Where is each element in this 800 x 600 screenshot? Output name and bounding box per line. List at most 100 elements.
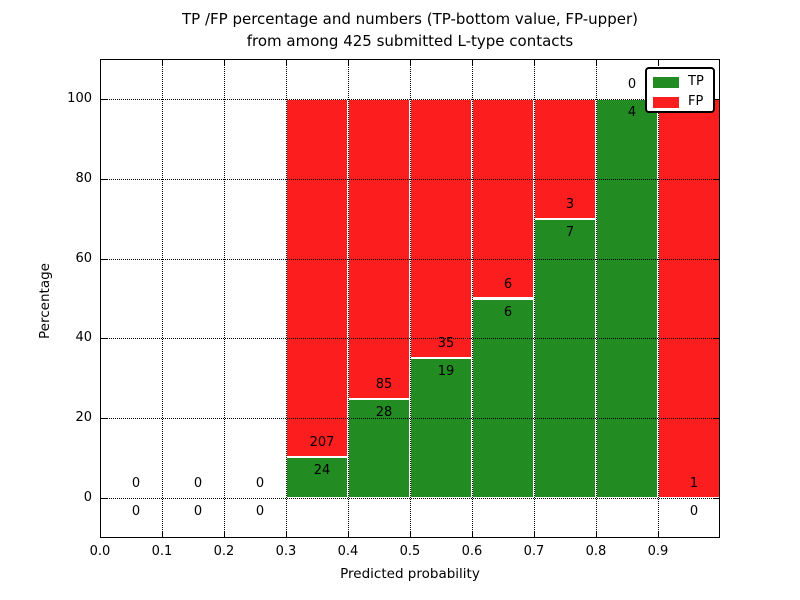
y-tick-right bbox=[713, 338, 720, 340]
bar-segment-fp bbox=[410, 98, 472, 358]
y-tick-label: 0 bbox=[83, 490, 92, 506]
x-tick-top bbox=[224, 59, 225, 66]
gridline-vertical bbox=[658, 59, 659, 538]
y-axis-label: Percentage bbox=[37, 263, 53, 339]
bar-count-label-fp: 0 bbox=[255, 476, 265, 492]
bar-count-label-tp: 0 bbox=[689, 504, 699, 520]
bar-count-label-fp: 85 bbox=[375, 377, 393, 393]
y-tick-label: 80 bbox=[75, 170, 92, 186]
y-tick-left bbox=[100, 338, 107, 340]
y-tick-label: 40 bbox=[75, 330, 92, 346]
legend-label: TP bbox=[688, 74, 704, 89]
x-tick-bottom bbox=[286, 531, 287, 538]
bar-count-label-fp: 1 bbox=[689, 476, 699, 492]
y-tick-label: 20 bbox=[75, 410, 92, 426]
legend-label: FP bbox=[688, 94, 704, 109]
bar-segment-fp bbox=[534, 98, 596, 219]
chart-title: TP /FP percentage and numbers (TP-bottom… bbox=[110, 8, 710, 52]
bar-count-label-tp: 0 bbox=[193, 504, 203, 520]
y-tick-left bbox=[100, 98, 107, 100]
bar-segment-fp bbox=[658, 98, 720, 499]
bar-count-label-tp: 4 bbox=[627, 104, 637, 120]
bar-count-label-tp: 0 bbox=[255, 504, 265, 520]
x-tick-label: 0.5 bbox=[399, 544, 421, 559]
y-tick-right bbox=[713, 418, 720, 420]
y-tick-left bbox=[100, 258, 107, 260]
bar-count-label-tp: 19 bbox=[437, 363, 455, 379]
x-tick-top bbox=[534, 59, 535, 66]
bar-count-label-fp: 0 bbox=[193, 476, 203, 492]
x-tick-bottom bbox=[410, 531, 411, 538]
bar-count-label-tp: 7 bbox=[565, 224, 575, 240]
x-tick-label: 0.8 bbox=[585, 544, 607, 559]
x-axis-label: Predicted probability bbox=[340, 566, 480, 582]
gridline-vertical bbox=[472, 59, 473, 538]
bar-segment-fp bbox=[348, 98, 410, 400]
x-tick-bottom bbox=[224, 531, 225, 538]
x-tick-bottom bbox=[534, 531, 535, 538]
legend-row: TP bbox=[653, 74, 707, 90]
x-tick-top bbox=[286, 59, 287, 66]
bar-count-label-fp: 3 bbox=[565, 196, 575, 212]
x-tick-bottom bbox=[658, 531, 659, 538]
bar-count-label-fp: 35 bbox=[437, 335, 455, 351]
bar-segment-tp bbox=[534, 218, 596, 499]
gridline-vertical bbox=[224, 59, 225, 538]
gridline-vertical bbox=[410, 59, 411, 538]
gridline-vertical bbox=[286, 59, 287, 538]
x-tick-label: 0.6 bbox=[461, 544, 483, 559]
bar-segment-fp bbox=[286, 98, 348, 457]
x-tick-top bbox=[596, 59, 597, 66]
bar-segment-fp bbox=[472, 98, 534, 299]
bar-segment-tp bbox=[286, 456, 348, 499]
x-tick-label: 0.3 bbox=[275, 544, 297, 559]
x-tick-top bbox=[472, 59, 473, 66]
bar-count-label-tp: 6 bbox=[503, 304, 513, 320]
legend-row: FP bbox=[653, 94, 707, 110]
x-tick-top bbox=[162, 59, 163, 66]
bar-count-label-tp: 28 bbox=[375, 405, 393, 421]
y-tick-left bbox=[100, 178, 107, 180]
gridline-vertical bbox=[596, 59, 597, 538]
gridline-vertical bbox=[348, 59, 349, 538]
legend-swatch-icon bbox=[653, 76, 679, 88]
x-tick-bottom bbox=[162, 531, 163, 538]
x-tick-top bbox=[658, 59, 659, 66]
bar-count-label-tp: 24 bbox=[313, 462, 331, 478]
y-tick-right bbox=[713, 258, 720, 260]
legend-swatch-icon bbox=[653, 96, 679, 108]
x-tick-label: 0.0 bbox=[89, 544, 111, 559]
y-tick-right bbox=[713, 498, 720, 500]
x-tick-label: 0.7 bbox=[523, 544, 545, 559]
gridline-vertical bbox=[162, 59, 163, 538]
chart-title-line1: TP /FP percentage and numbers (TP-bottom… bbox=[182, 10, 638, 28]
bar-segment-tp bbox=[472, 298, 534, 499]
bar-count-label-fp: 6 bbox=[503, 276, 513, 292]
bar-count-label-fp: 207 bbox=[309, 434, 335, 450]
x-tick-top bbox=[100, 59, 101, 66]
x-tick-label: 0.9 bbox=[647, 544, 669, 559]
x-tick-label: 0.1 bbox=[151, 544, 173, 559]
x-tick-top bbox=[410, 59, 411, 66]
chart-title-line2: from among 425 submitted L-type contacts bbox=[246, 32, 574, 50]
bar-count-label-fp: 0 bbox=[131, 476, 141, 492]
y-tick-right bbox=[713, 98, 720, 100]
y-tick-label: 60 bbox=[75, 250, 92, 266]
y-tick-left bbox=[100, 418, 107, 420]
x-tick-bottom bbox=[348, 531, 349, 538]
bar-count-label-tp: 0 bbox=[131, 504, 141, 520]
bar-count-label-fp: 0 bbox=[627, 76, 637, 92]
legend: TP FP bbox=[645, 67, 715, 113]
x-tick-bottom bbox=[472, 531, 473, 538]
x-tick-bottom bbox=[596, 531, 597, 538]
y-tick-left bbox=[100, 498, 107, 500]
x-tick-bottom bbox=[100, 531, 101, 538]
y-tick-label: 100 bbox=[67, 90, 92, 106]
x-tick-label: 0.4 bbox=[337, 544, 359, 559]
bar-segment-tp bbox=[596, 98, 658, 499]
x-tick-label: 0.2 bbox=[213, 544, 235, 559]
bar-segment-tp bbox=[348, 399, 410, 499]
gridline-vertical bbox=[534, 59, 535, 538]
x-tick-top bbox=[348, 59, 349, 66]
